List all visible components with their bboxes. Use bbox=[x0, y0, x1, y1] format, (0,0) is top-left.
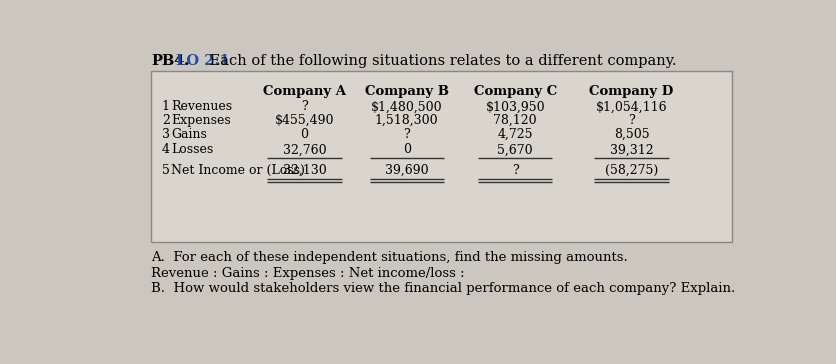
Bar bbox=[151, 71, 732, 242]
Text: ?: ? bbox=[512, 164, 518, 177]
Text: Losses: Losses bbox=[171, 143, 213, 157]
Text: 0: 0 bbox=[300, 128, 308, 141]
Text: Company B: Company B bbox=[364, 85, 449, 98]
Text: Each of the following situations relates to a different company.: Each of the following situations relates… bbox=[206, 54, 677, 68]
Text: 2: 2 bbox=[162, 114, 170, 127]
Text: 32,760: 32,760 bbox=[283, 143, 326, 157]
Text: Revenues: Revenues bbox=[171, 100, 232, 113]
Text: 5,670: 5,670 bbox=[497, 143, 533, 157]
Text: B.  How would stakeholders view the financial performance of each company? Expla: B. How would stakeholders view the finan… bbox=[151, 282, 735, 295]
Text: $103,950: $103,950 bbox=[486, 100, 545, 113]
Text: 39,690: 39,690 bbox=[385, 164, 429, 177]
Text: ?: ? bbox=[301, 100, 308, 113]
Text: Company A: Company A bbox=[263, 85, 346, 98]
Text: 0: 0 bbox=[403, 143, 410, 157]
Text: LO 2.1: LO 2.1 bbox=[171, 54, 230, 68]
Text: Revenue : Gains : Expenses : Net income/loss :: Revenue : Gains : Expenses : Net income/… bbox=[151, 267, 465, 280]
Text: Expenses: Expenses bbox=[171, 114, 231, 127]
Text: 39,312: 39,312 bbox=[609, 143, 653, 157]
Text: ?: ? bbox=[628, 114, 635, 127]
Text: 3: 3 bbox=[162, 128, 170, 141]
Text: $1,054,116: $1,054,116 bbox=[596, 100, 667, 113]
Text: 1,518,300: 1,518,300 bbox=[375, 114, 439, 127]
Text: (58,275): (58,275) bbox=[605, 164, 658, 177]
Text: A.  For each of these independent situations, find the missing amounts.: A. For each of these independent situati… bbox=[151, 251, 628, 264]
Text: ?: ? bbox=[404, 128, 410, 141]
Text: 4: 4 bbox=[162, 143, 170, 157]
Text: Gains: Gains bbox=[171, 128, 207, 141]
Text: $1,480,500: $1,480,500 bbox=[371, 100, 442, 113]
Text: 32,130: 32,130 bbox=[283, 164, 326, 177]
Text: 5: 5 bbox=[162, 164, 170, 177]
Text: 1: 1 bbox=[162, 100, 170, 113]
Text: Net Income or (Loss): Net Income or (Loss) bbox=[171, 164, 305, 177]
Text: Company C: Company C bbox=[474, 85, 557, 98]
Text: 4,725: 4,725 bbox=[497, 128, 533, 141]
Text: PB4.: PB4. bbox=[151, 54, 190, 68]
Text: 78,120: 78,120 bbox=[493, 114, 537, 127]
Text: $455,490: $455,490 bbox=[275, 114, 334, 127]
Text: 8,505: 8,505 bbox=[614, 128, 650, 141]
Text: Company D: Company D bbox=[589, 85, 674, 98]
